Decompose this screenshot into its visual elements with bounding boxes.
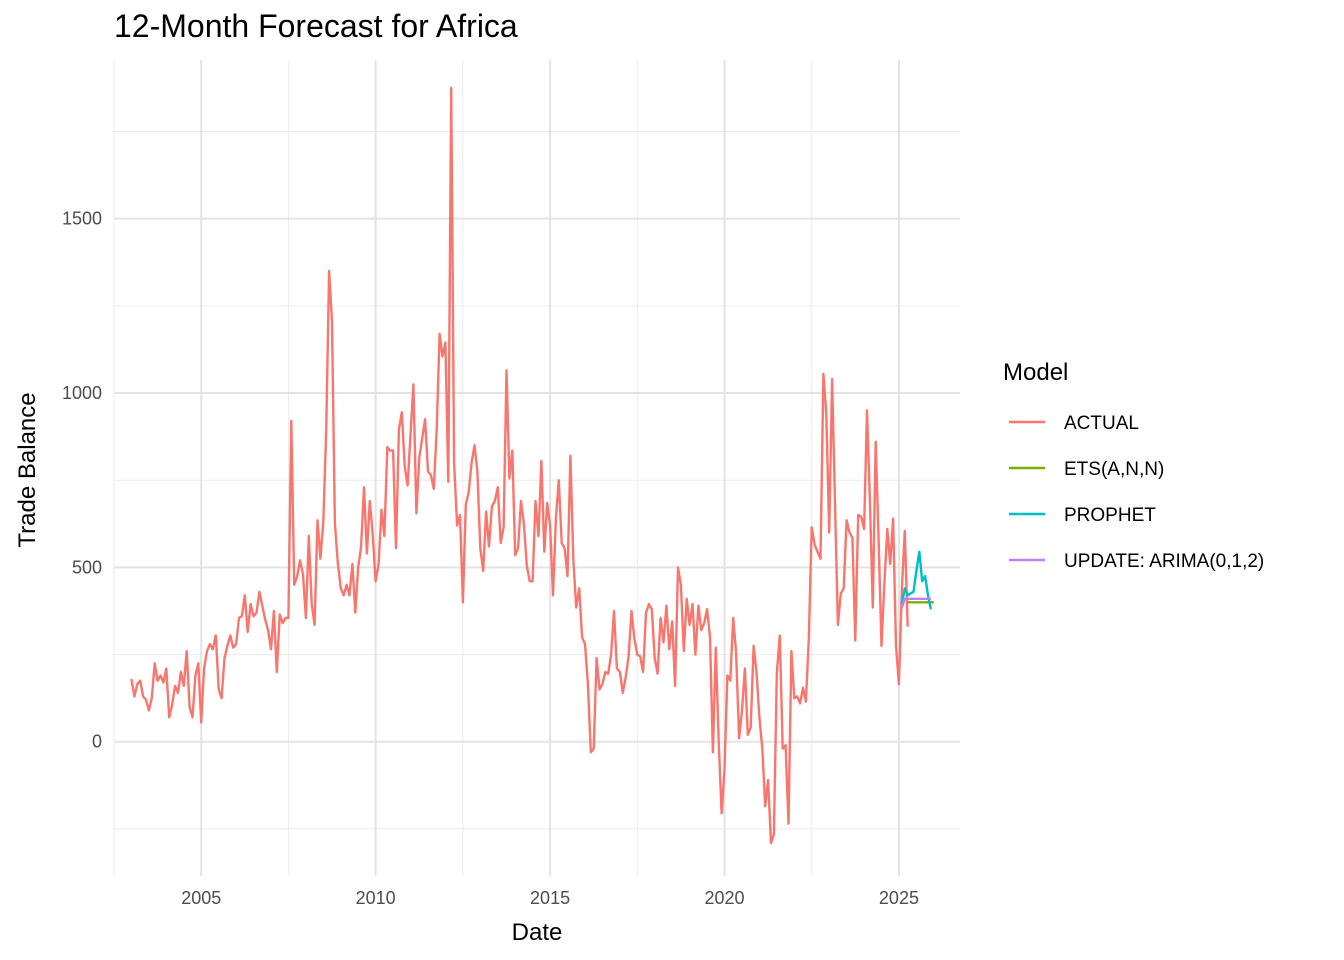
y-tick-label: 1000 bbox=[62, 383, 102, 403]
series-lines bbox=[130, 86, 934, 845]
grid bbox=[113, 60, 960, 876]
y-tick-label: 500 bbox=[72, 557, 102, 577]
y-tick-label: 0 bbox=[92, 732, 102, 752]
y-tick-labels: 0 500 1000 1500 bbox=[62, 209, 102, 752]
legend-label: ACTUAL bbox=[1064, 413, 1139, 434]
x-tick-label: 2020 bbox=[704, 888, 744, 908]
x-axis-title: Date bbox=[512, 919, 563, 946]
x-tick-labels: 2005 2010 2015 2020 2025 bbox=[181, 888, 919, 908]
x-tick-label: 2015 bbox=[530, 888, 570, 908]
x-tick-label: 2005 bbox=[181, 888, 221, 908]
series-line-update-arima-0-1-2 bbox=[900, 597, 931, 608]
series-line-actual bbox=[130, 86, 909, 845]
legend-title: Model bbox=[1003, 359, 1068, 386]
legend-label: PROPHET bbox=[1064, 505, 1156, 526]
legend: Model ACTUAL ETS(A,N,N) PROPHET UPDATE: ARI… bbox=[1003, 359, 1264, 572]
legend-label: ETS(A,N,N) bbox=[1064, 459, 1164, 480]
y-axis-title: Trade Balance bbox=[14, 392, 41, 547]
series-line-prophet bbox=[900, 550, 933, 610]
legend-label: UPDATE: ARIMA(0,1,2) bbox=[1064, 551, 1264, 572]
y-tick-label: 1500 bbox=[62, 209, 102, 229]
x-tick-label: 2010 bbox=[356, 888, 396, 908]
x-tick-label: 2025 bbox=[879, 888, 919, 908]
chart-title: 12-Month Forecast for Africa bbox=[114, 8, 518, 44]
